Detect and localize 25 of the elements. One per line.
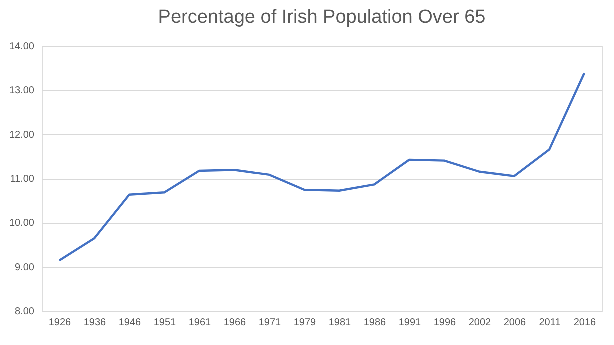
x-tick-label: 1946 xyxy=(118,318,142,328)
x-tick-label: 1971 xyxy=(258,318,282,328)
y-tick-label: 14.00 xyxy=(9,42,35,52)
x-tick-label: 2016 xyxy=(574,318,597,328)
y-tick-label: 8.00 xyxy=(15,306,35,318)
y-tick-label: 9.00 xyxy=(15,262,35,274)
y-tick-label: 10.00 xyxy=(9,218,35,230)
x-tick-label: 1979 xyxy=(294,318,317,328)
x-tick-label: 1966 xyxy=(224,318,247,328)
x-tick-label: 1926 xyxy=(48,318,72,328)
x-tick-label: 2002 xyxy=(468,318,492,328)
y-tick-label: 12.00 xyxy=(9,130,35,141)
x-tick-label: 1986 xyxy=(364,318,387,328)
x-tick-label: 2006 xyxy=(504,318,527,328)
chart-title: Percentage of Irish Population Over 65 xyxy=(158,7,486,28)
x-tick-label: 1961 xyxy=(188,318,212,328)
x-tick-label: 1991 xyxy=(398,318,422,328)
x-tick-label: 2011 xyxy=(539,318,562,328)
x-tick-label: 1981 xyxy=(328,318,352,328)
line-series xyxy=(58,72,586,262)
y-tick-label: 11.00 xyxy=(10,174,35,185)
x-tick-label: 1996 xyxy=(434,318,457,328)
y-tick-label: 13.00 xyxy=(9,86,35,97)
x-tick-label: 1936 xyxy=(84,318,107,328)
x-tick-label: 1951 xyxy=(154,318,177,328)
